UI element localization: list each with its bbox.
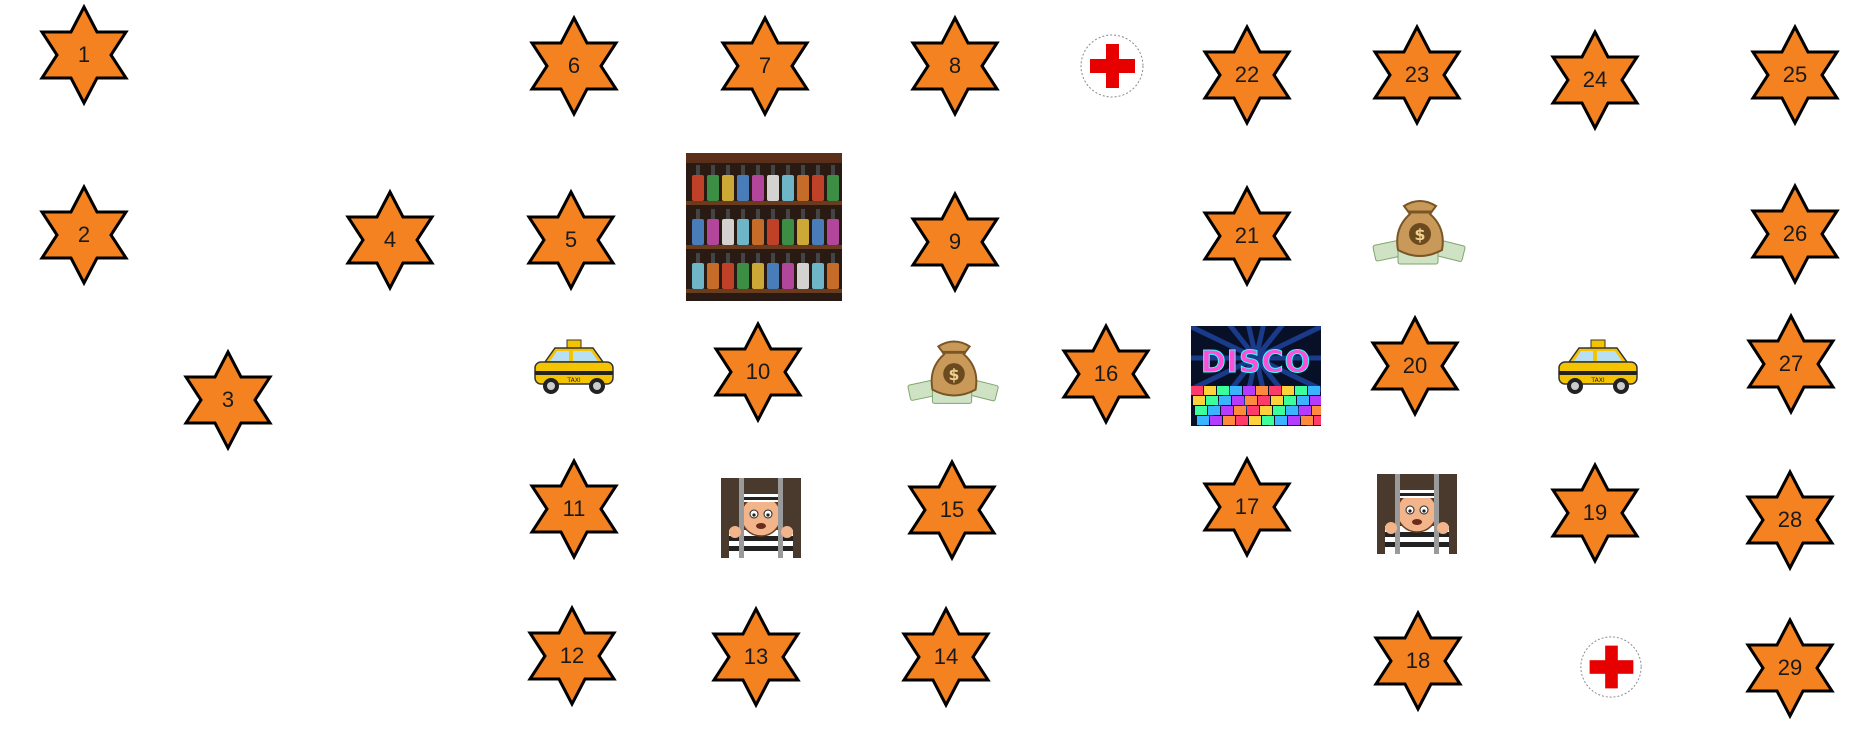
board-space-8[interactable]: 8 xyxy=(905,14,1005,118)
board-space-12[interactable]: 12 xyxy=(522,604,622,708)
taxi-icon[interactable]: TAXI xyxy=(531,332,617,402)
board-space-17[interactable]: 17 xyxy=(1197,455,1297,559)
board-space-23[interactable]: 23 xyxy=(1367,23,1467,127)
red-cross-icon[interactable] xyxy=(1562,632,1660,702)
board-space-10[interactable]: 10 xyxy=(708,320,808,424)
board-space-21[interactable]: 21 xyxy=(1197,184,1297,288)
jail-icon[interactable] xyxy=(1377,474,1457,554)
board-space-2[interactable]: 2 xyxy=(34,183,134,287)
disco-icon[interactable]: DISCO xyxy=(1191,326,1321,426)
board-space-4[interactable]: 4 xyxy=(340,188,440,292)
board-space-6[interactable]: 6 xyxy=(524,14,624,118)
board-space-16[interactable]: 16 xyxy=(1056,322,1156,426)
board-space-11[interactable]: 11 xyxy=(524,457,624,561)
board-space-15[interactable]: 15 xyxy=(902,458,1002,562)
jail-icon[interactable] xyxy=(721,478,801,558)
svg-text:DISCO: DISCO xyxy=(1201,345,1311,380)
svg-text:$: $ xyxy=(1414,225,1425,244)
board-space-18[interactable]: 18 xyxy=(1368,609,1468,713)
board-space-22[interactable]: 22 xyxy=(1197,23,1297,127)
board-space-3[interactable]: 3 xyxy=(178,348,278,452)
board-space-5[interactable]: 5 xyxy=(521,188,621,292)
board-space-28[interactable]: 28 xyxy=(1740,468,1840,572)
board-space-20[interactable]: 20 xyxy=(1365,314,1465,418)
money-bag-icon[interactable]: $ xyxy=(903,328,1005,410)
board-space-1[interactable]: 1 xyxy=(34,3,134,107)
svg-text:TAXI: TAXI xyxy=(1590,377,1604,384)
taxi-icon[interactable]: TAXI xyxy=(1555,332,1641,402)
board-space-9[interactable]: 9 xyxy=(905,190,1005,294)
red-cross-icon[interactable] xyxy=(1064,30,1160,102)
board-space-24[interactable]: 24 xyxy=(1545,28,1645,132)
board-space-19[interactable]: 19 xyxy=(1545,461,1645,565)
svg-text:TAXI: TAXI xyxy=(566,377,580,384)
board-space-29[interactable]: 29 xyxy=(1740,616,1840,720)
svg-text:$: $ xyxy=(949,365,960,384)
bar-shelf-icon[interactable] xyxy=(686,153,842,301)
money-bag-icon[interactable]: $ xyxy=(1368,188,1472,270)
board-space-7[interactable]: 7 xyxy=(715,14,815,118)
board-space-14[interactable]: 14 xyxy=(896,605,996,709)
board-space-27[interactable]: 27 xyxy=(1741,312,1841,416)
board-space-25[interactable]: 25 xyxy=(1745,23,1845,127)
board-space-26[interactable]: 26 xyxy=(1745,182,1845,286)
board-space-13[interactable]: 13 xyxy=(706,605,806,709)
